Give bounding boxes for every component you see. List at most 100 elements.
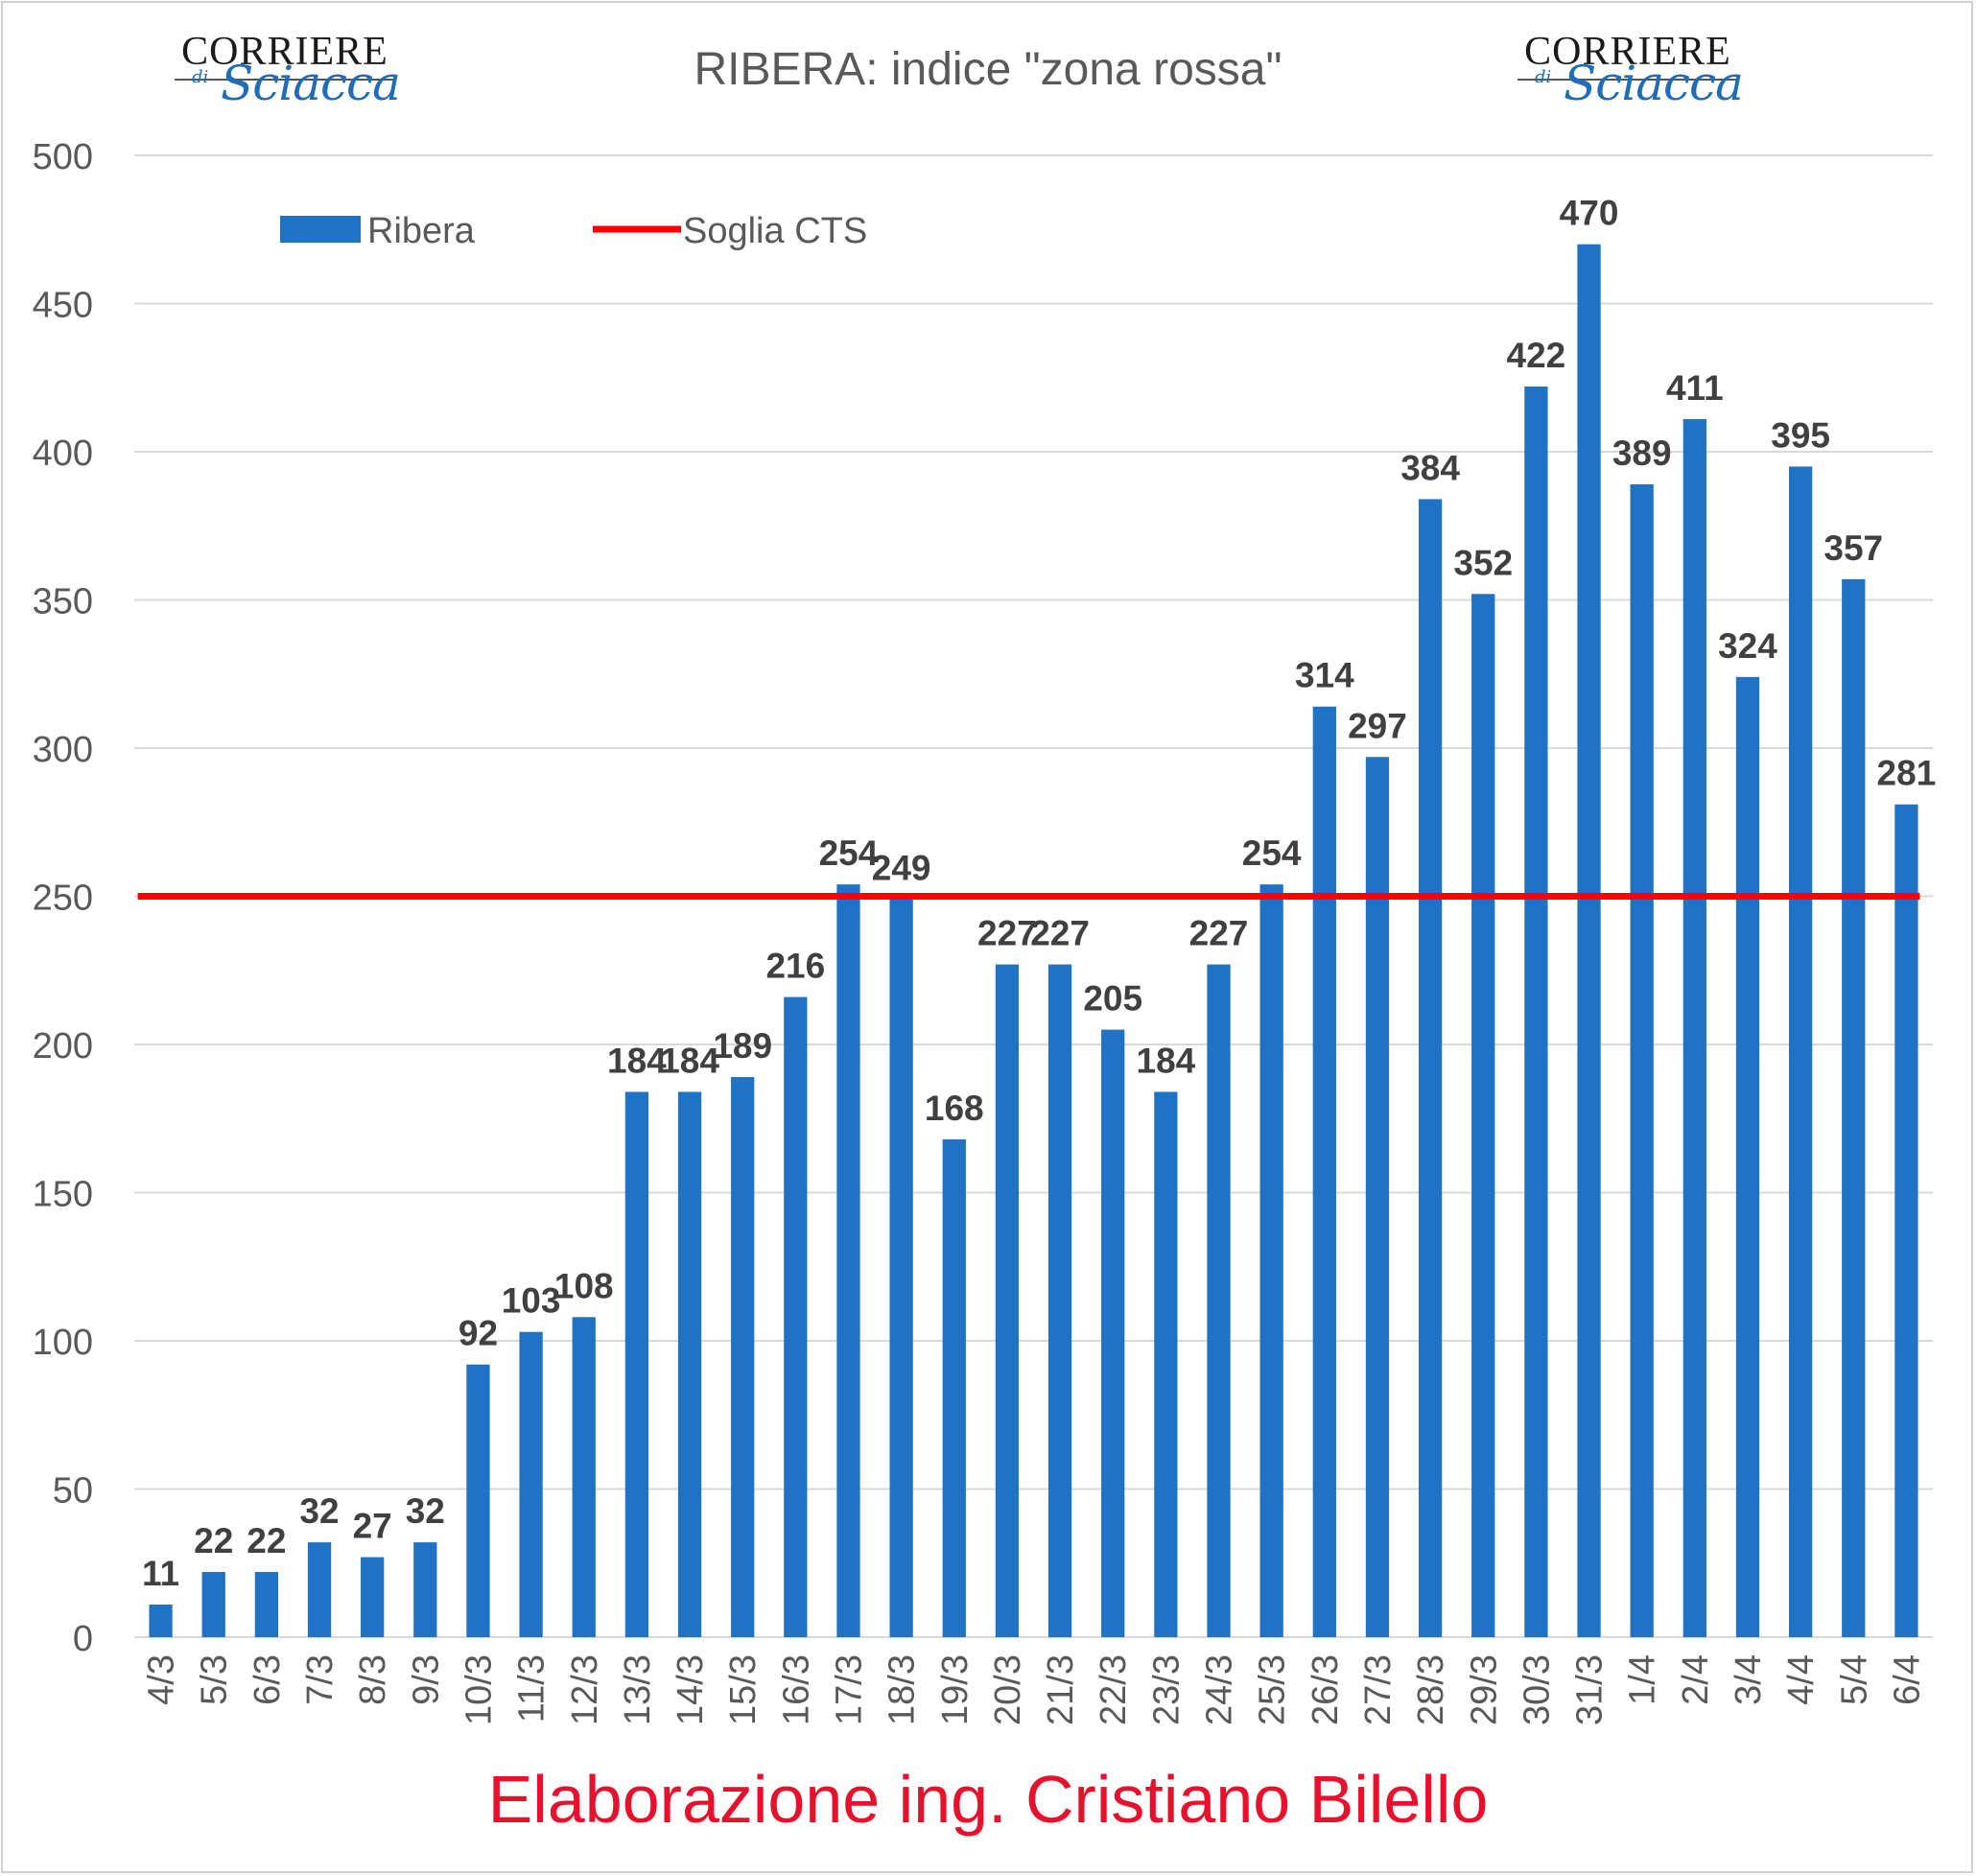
x-tick-label: 14/3 bbox=[670, 1654, 711, 1725]
x-tick-label: 6/4 bbox=[1887, 1654, 1927, 1705]
bars bbox=[149, 244, 1918, 1638]
bar bbox=[1524, 387, 1548, 1637]
x-tick-label: 16/3 bbox=[776, 1654, 816, 1725]
y-tick-label: 450 bbox=[33, 286, 93, 326]
x-tick-label: 26/3 bbox=[1306, 1654, 1346, 1725]
bar bbox=[1735, 676, 1760, 1637]
x-tick-label: 31/3 bbox=[1570, 1654, 1611, 1725]
bar bbox=[1471, 594, 1495, 1637]
data-label: 11 bbox=[142, 1554, 179, 1593]
x-tick-label: 15/3 bbox=[723, 1654, 764, 1725]
data-label: 189 bbox=[713, 1026, 772, 1066]
data-label: 184 bbox=[607, 1041, 667, 1080]
x-tick-label: 1/4 bbox=[1623, 1654, 1663, 1705]
x-tick-label: 29/3 bbox=[1464, 1654, 1504, 1725]
bar bbox=[254, 1572, 278, 1637]
x-tick-label: 4/3 bbox=[142, 1654, 182, 1705]
chart-title: RIBERA: indice "zona rossa" bbox=[694, 44, 1282, 95]
data-label: 352 bbox=[1453, 543, 1513, 582]
y-tick-label: 200 bbox=[33, 1026, 93, 1067]
footer-credit: Elaborazione ing. Cristiano Bilello bbox=[487, 1762, 1489, 1837]
x-tick-label: 22/3 bbox=[1094, 1654, 1134, 1725]
y-tick-label: 0 bbox=[73, 1619, 93, 1659]
data-label: 395 bbox=[1771, 415, 1830, 455]
data-label: 422 bbox=[1507, 336, 1566, 375]
x-tick-label: 11/3 bbox=[512, 1654, 553, 1723]
data-label: 205 bbox=[1083, 979, 1142, 1019]
legend-swatch-ribera bbox=[280, 216, 361, 243]
x-tick-label: 2/4 bbox=[1676, 1654, 1716, 1705]
bar bbox=[1101, 1029, 1125, 1637]
x-tick-label: 12/3 bbox=[565, 1654, 605, 1725]
bar bbox=[1842, 578, 1866, 1637]
bar bbox=[201, 1572, 225, 1637]
x-tick-label: 24/3 bbox=[1200, 1654, 1240, 1725]
bar bbox=[1259, 884, 1283, 1637]
bar bbox=[677, 1091, 702, 1637]
bar bbox=[1418, 499, 1443, 1638]
y-axis-tick-labels: 0 50 100 150 200 250 300 350 400 450 500 bbox=[33, 137, 93, 1659]
data-label: 324 bbox=[1718, 626, 1777, 666]
x-tick-label: 8/3 bbox=[353, 1654, 393, 1705]
bar bbox=[1894, 804, 1918, 1637]
x-tick-label: 9/3 bbox=[406, 1654, 446, 1705]
data-label: 389 bbox=[1612, 434, 1672, 473]
bar bbox=[731, 1076, 755, 1637]
data-label: 32 bbox=[299, 1491, 339, 1531]
x-axis-tick-labels: 4/3 5/3 6/3 7/3 8/3 9/3 10/3 11/3 12/3 13/3 14/3 15… bbox=[142, 1654, 1928, 1725]
y-tick-label: 350 bbox=[33, 582, 93, 622]
data-label: 92 bbox=[459, 1314, 498, 1353]
bar bbox=[1630, 483, 1654, 1637]
y-tick-label: 150 bbox=[33, 1175, 93, 1215]
y-tick-label: 400 bbox=[33, 434, 93, 474]
logo-corriere-di-sciacca-right: CORRIERE di Sciacca bbox=[1517, 29, 1744, 117]
bar bbox=[361, 1557, 385, 1637]
data-label: 227 bbox=[1189, 914, 1249, 953]
bar bbox=[572, 1317, 596, 1637]
data-label: 357 bbox=[1823, 528, 1883, 568]
legend: Ribera Soglia CTS bbox=[280, 211, 867, 251]
x-tick-label: 3/4 bbox=[1729, 1654, 1769, 1705]
bar bbox=[149, 1605, 173, 1637]
legend-label-threshold: Soglia CTS bbox=[683, 211, 867, 251]
data-label: 470 bbox=[1560, 194, 1619, 233]
data-label: 32 bbox=[406, 1491, 445, 1531]
bar bbox=[1154, 1091, 1178, 1637]
data-label: 22 bbox=[247, 1521, 286, 1560]
data-label: 168 bbox=[925, 1089, 984, 1128]
y-tick-label: 250 bbox=[33, 879, 93, 919]
data-label: 254 bbox=[1242, 833, 1302, 873]
logo-corriere-di-sciacca-left: CORRIERE di Sciacca bbox=[175, 29, 401, 117]
bar bbox=[1789, 466, 1813, 1638]
data-label: 22 bbox=[194, 1521, 233, 1560]
bar bbox=[1207, 964, 1231, 1637]
bar bbox=[942, 1138, 966, 1637]
bar bbox=[784, 997, 808, 1637]
x-tick-label: 18/3 bbox=[882, 1654, 923, 1725]
x-tick-label: 6/3 bbox=[247, 1654, 288, 1705]
bar bbox=[836, 884, 860, 1637]
x-tick-label: 30/3 bbox=[1517, 1654, 1557, 1725]
bar bbox=[624, 1091, 649, 1637]
bar bbox=[889, 899, 913, 1637]
bar bbox=[1312, 706, 1336, 1637]
x-tick-label: 5/3 bbox=[195, 1654, 235, 1705]
x-tick-label: 17/3 bbox=[829, 1654, 869, 1725]
data-label: 254 bbox=[819, 833, 879, 873]
y-tick-label: 500 bbox=[33, 137, 93, 177]
x-tick-label: 23/3 bbox=[1146, 1654, 1187, 1725]
data-label: 184 bbox=[1137, 1041, 1196, 1080]
data-label: 103 bbox=[502, 1281, 561, 1321]
bar bbox=[1682, 419, 1706, 1637]
bar bbox=[1365, 757, 1390, 1637]
y-tick-label: 100 bbox=[33, 1323, 93, 1363]
x-tick-label: 4/4 bbox=[1781, 1654, 1822, 1705]
data-label: 411 bbox=[1666, 368, 1724, 408]
bar bbox=[519, 1331, 543, 1637]
bar bbox=[1577, 244, 1601, 1638]
data-label: 314 bbox=[1295, 656, 1354, 695]
legend-label-ribera: Ribera bbox=[367, 211, 476, 251]
x-tick-label: 25/3 bbox=[1253, 1654, 1293, 1725]
bar bbox=[307, 1542, 332, 1637]
